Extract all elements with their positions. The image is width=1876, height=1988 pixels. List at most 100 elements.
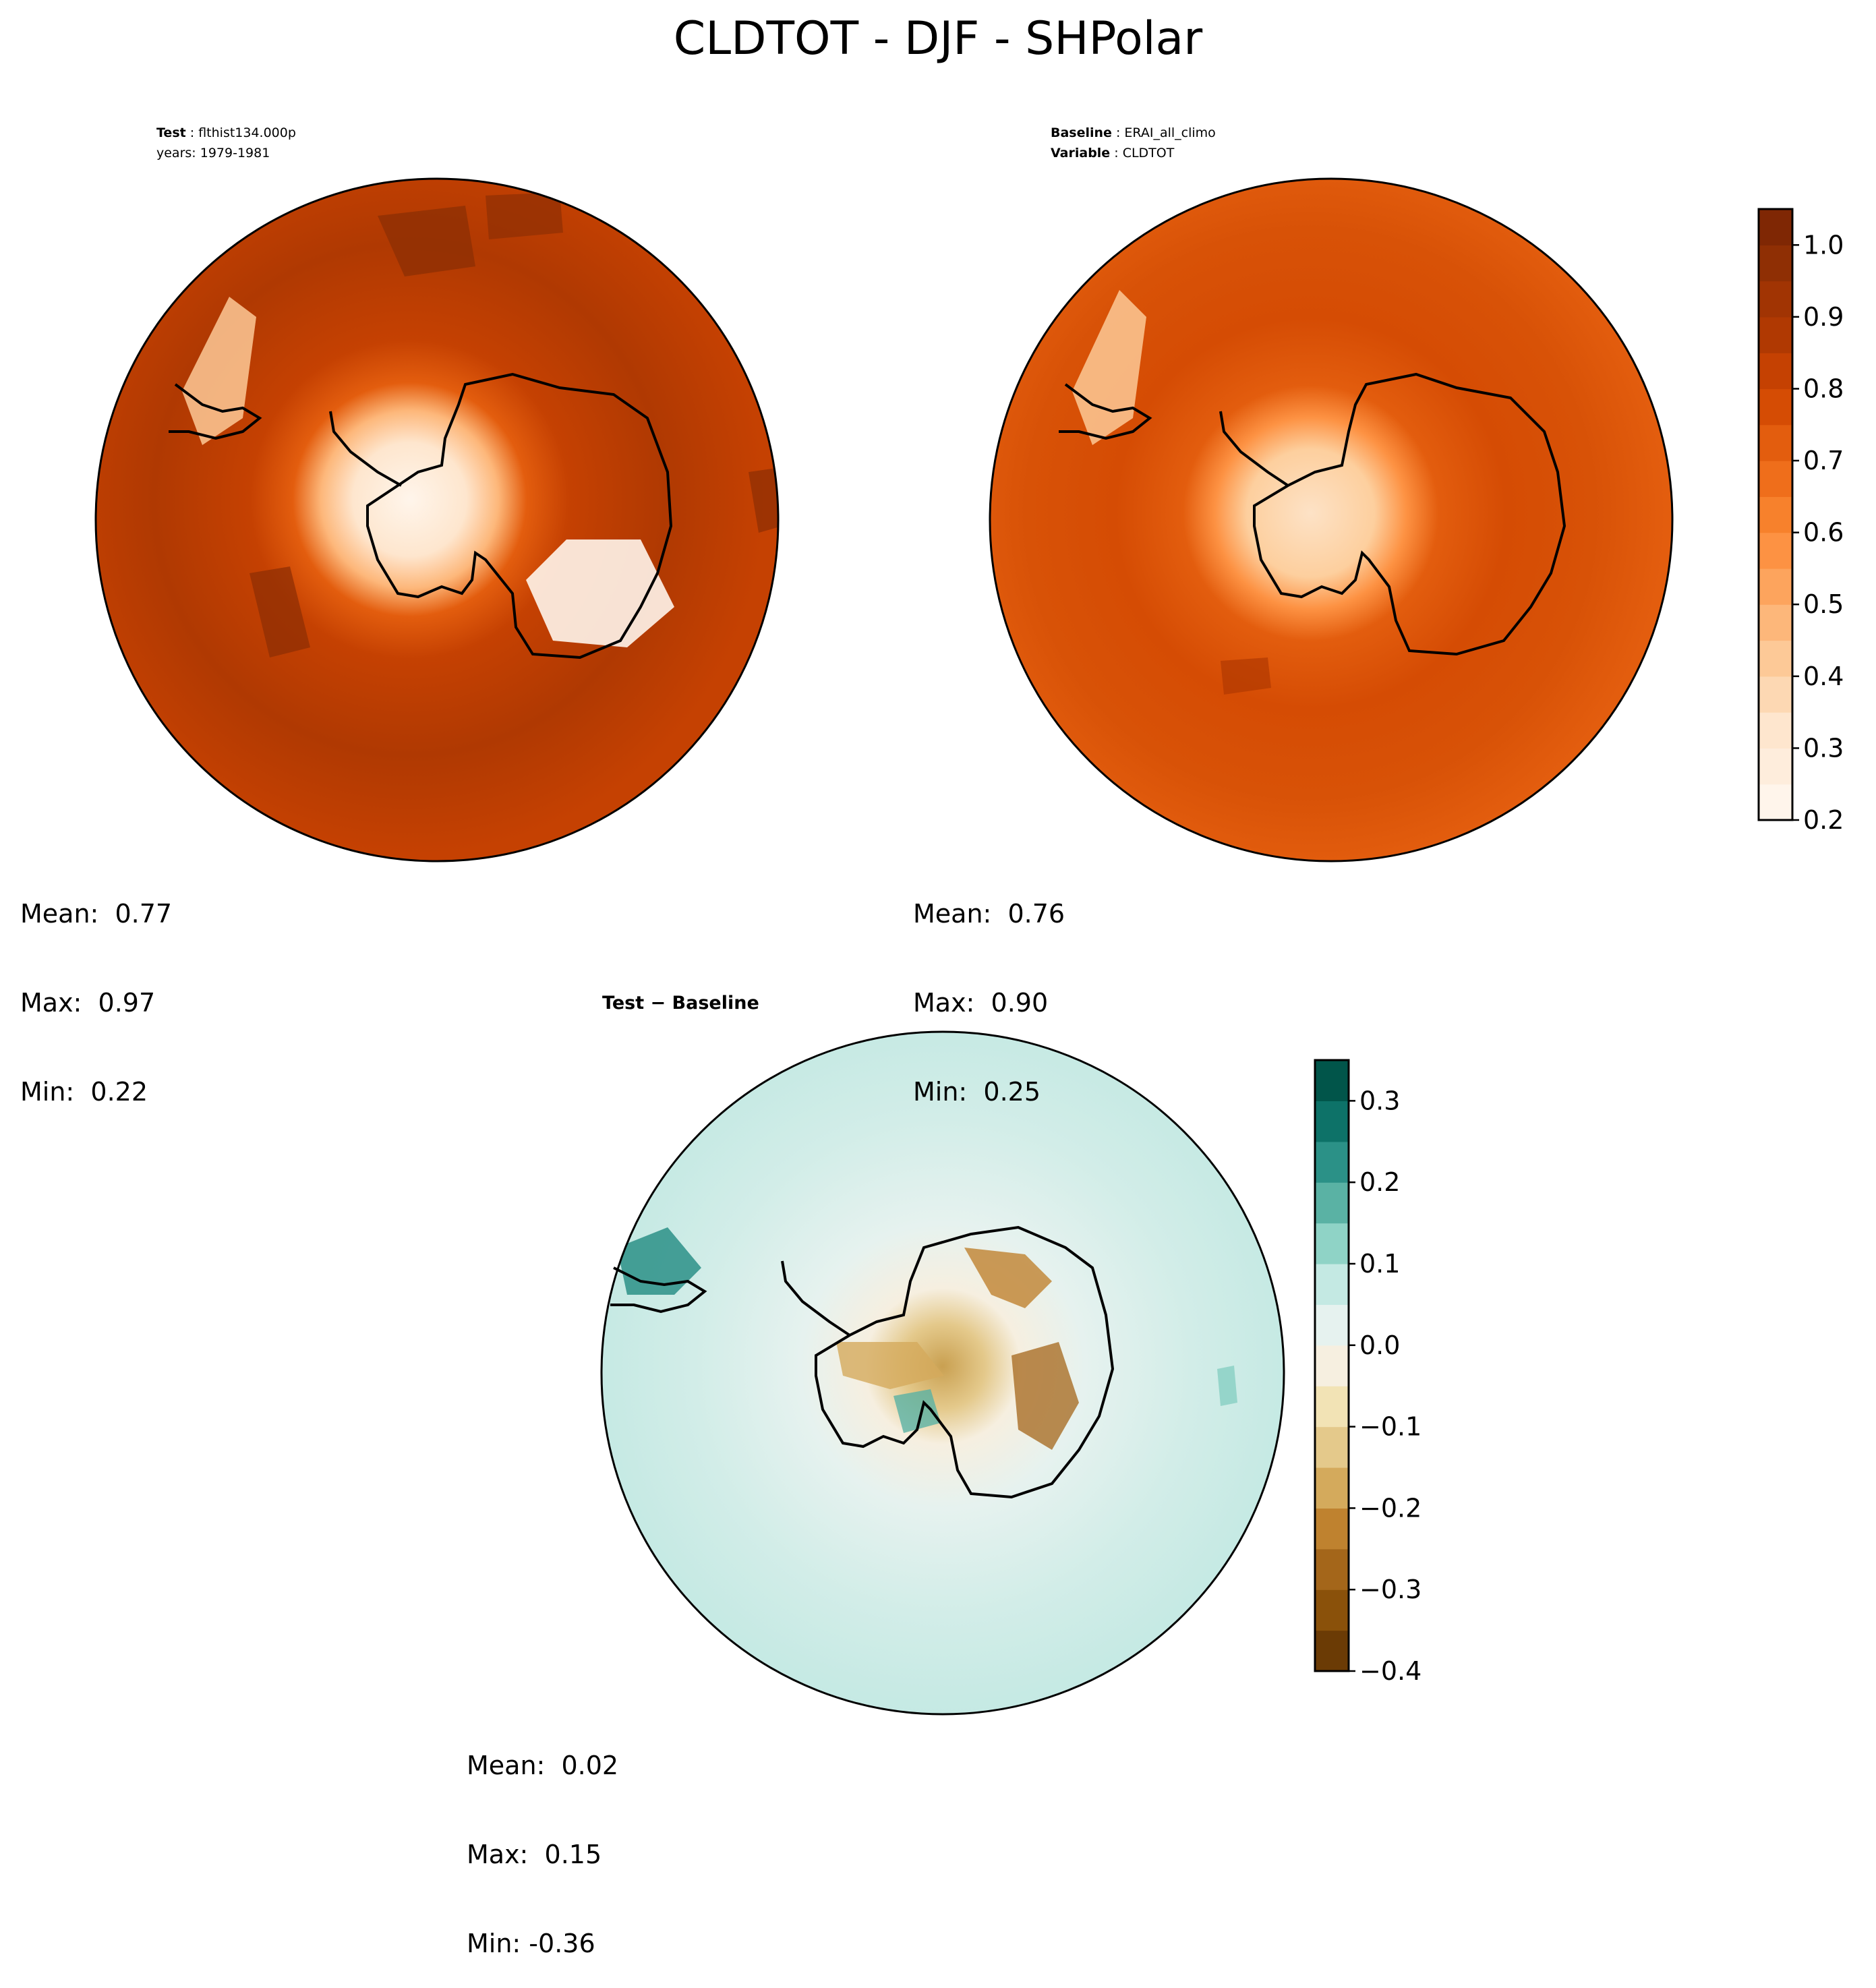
diff-max: Max: 0.15 (467, 1840, 602, 1869)
diff-map-positive-patch (617, 1227, 701, 1295)
diff-map-negative-patch (964, 1248, 1052, 1308)
colorbar-main-tick-label: 0.5 (1803, 589, 1844, 619)
diff-map-antarctica-coast (815, 1225, 1115, 1499)
test-mean: Mean: 0.77 (20, 899, 173, 929)
baseline-map-field (990, 179, 1672, 861)
baseline-map-southamerica-coast (1059, 383, 1152, 440)
baseline-map-boundary (989, 177, 1674, 863)
colorbar-main-tick-label: 0.2 (1803, 805, 1844, 835)
colorbar-main-swatch (1759, 209, 1792, 245)
test-map (96, 179, 778, 861)
colorbar-main-tick-label: 0.3 (1803, 733, 1844, 763)
baseline-label-key: Baseline (1051, 125, 1112, 140)
colorbar-main-swatch (1759, 353, 1792, 390)
test-label-value: flthist134.000p (198, 125, 296, 140)
colorbar-diff-swatch (1315, 1630, 1349, 1672)
baseline-mean: Mean: 0.76 (913, 899, 1065, 929)
figure-title: CLDTOT - DJF - SHPolar (673, 12, 1203, 65)
colorbar-main-swatch (1759, 496, 1792, 533)
colorbar-diff-swatch (1315, 1589, 1349, 1631)
baseline-variable-key: Variable (1051, 146, 1111, 160)
colorbar-diff-tick-label: −0.3 (1359, 1575, 1421, 1604)
test-map-peninsula-coast (329, 411, 402, 487)
colorbar-main-swatch (1759, 784, 1792, 821)
baseline-map-antarctica-coast (1253, 372, 1566, 656)
test-max: Max: 0.97 (20, 988, 156, 1018)
diff-mean: Mean: 0.02 (467, 1751, 619, 1780)
baseline-max: Max: 0.90 (913, 988, 1049, 1018)
baseline-variable-value: CLDTOT (1122, 146, 1175, 160)
test-annotation: Test : flthist134.000p years: 1979-1981 (156, 123, 296, 163)
colorbar-main-swatch (1759, 532, 1792, 569)
colorbar-diff-swatch (1315, 1386, 1349, 1428)
baseline-annotation: Baseline : ERAI_all_climo Variable : CLD… (1051, 125, 1216, 160)
diff-map (602, 1032, 1284, 1714)
colorbar-diff-swatch (1315, 1060, 1349, 1101)
test-label-key: Test (156, 125, 186, 140)
baseline-map-highcloud-patch (1221, 657, 1271, 695)
colorbar-diff-swatch (1315, 1101, 1349, 1142)
colorbar-diff-swatch (1315, 1508, 1349, 1550)
colorbar-main-swatch (1759, 748, 1792, 785)
colorbar-main-swatch (1759, 388, 1792, 426)
test-map-highcloud-patch (250, 566, 310, 657)
diff-map-positive-patch (893, 1389, 941, 1433)
colorbar-diff-swatch (1315, 1304, 1349, 1346)
colorbar-main-swatch (1759, 316, 1792, 353)
baseline-min: Min: 0.25 (913, 1077, 1040, 1107)
colorbar-diff-swatch (1315, 1426, 1349, 1468)
test-years: years: 1979-1981 (156, 146, 270, 160)
test-map-lowcloud-patch (526, 539, 674, 647)
colorbar-main-swatch (1759, 281, 1792, 318)
colorbar-diff-swatch (1315, 1141, 1349, 1183)
colorbar-main-tick-label: 0.7 (1803, 446, 1844, 475)
colorbar-main: 0.2 0.3 0.4 0.5 0.6 0.7 0.8 0.9 1.0 (1757, 208, 1844, 835)
colorbar-main-swatch (1759, 461, 1792, 497)
baseline-stats: Mean: 0.76 Max: 0.90 Min: 0.25 (913, 840, 1065, 1136)
colorbar-main-swatch (1759, 424, 1792, 461)
colorbar-main-swatch (1759, 640, 1792, 677)
baseline-map-lowcloud-patch (1072, 290, 1146, 445)
test-map-antarctica-coast (366, 372, 673, 660)
baseline-map-peninsula-coast (1219, 411, 1289, 487)
test-map-boundary (94, 177, 780, 863)
diff-map-field (602, 1032, 1284, 1714)
colorbar-diff-tick-label: 0.1 (1359, 1249, 1400, 1279)
colorbar-diff-swatch (1315, 1345, 1349, 1386)
colorbar-main-tick-label: 0.4 (1803, 662, 1844, 691)
colorbar-diff-swatch (1315, 1182, 1349, 1224)
colorbar-main-swatch (1759, 712, 1792, 749)
test-map-highcloud-patch (486, 192, 563, 239)
diff-map-negative-patch (1012, 1342, 1079, 1450)
diff-map-southamerica-coast (610, 1266, 707, 1314)
test-min: Min: 0.22 (20, 1077, 148, 1107)
test-map-field (96, 179, 778, 861)
colorbar-diff-tick-label: −0.1 (1359, 1412, 1421, 1442)
diff-title: Test − Baseline (602, 993, 759, 1014)
colorbar-diff-swatch (1315, 1264, 1349, 1305)
colorbar-main-tick-label: 0.6 (1803, 518, 1844, 548)
colorbar-main-tick-label: 0.9 (1803, 302, 1844, 332)
colorbar-main-swatch (1759, 245, 1792, 282)
diff-map-boundary (600, 1030, 1285, 1716)
diff-map-positive-patch (1217, 1366, 1237, 1406)
colorbar-main-swatch (1759, 676, 1792, 713)
diff-map-negative-patch (836, 1342, 944, 1389)
colorbar-diff-tick-label: 0.2 (1359, 1167, 1400, 1197)
figure-canvas: 0.2 0.3 0.4 0.5 0.6 0.7 0.8 0.9 1.0 −0.4 −0.3 −0.2… (94, 177, 1844, 1716)
test-map-highcloud-patch (378, 206, 475, 276)
test-stats: Mean: 0.77 Max: 0.97 Min: 0.22 (20, 840, 172, 1136)
colorbar-main-frame (1757, 208, 1794, 821)
colorbar-main-tick-label: 0.8 (1803, 374, 1844, 403)
colorbar-diff-tick-label: −0.4 (1359, 1656, 1421, 1686)
colorbar-diff-frame (1314, 1059, 1350, 1672)
test-map-southamerica-coast (169, 383, 262, 440)
colorbar-diff-tick-label: 0.0 (1359, 1331, 1400, 1360)
colorbar-diff-swatch (1315, 1548, 1349, 1590)
colorbar-diff-swatch (1315, 1223, 1349, 1264)
colorbar-main-swatch (1759, 568, 1792, 605)
colorbar-diff-tick-label: −0.2 (1359, 1493, 1421, 1523)
colorbar-main-tick-label: 1.0 (1803, 230, 1844, 260)
colorbar-diff: −0.4 −0.3 −0.2 −0.1 0.0 0.1 0.2 0.3 (1314, 1059, 1421, 1686)
diff-min: Min: -0.36 (467, 1929, 595, 1958)
